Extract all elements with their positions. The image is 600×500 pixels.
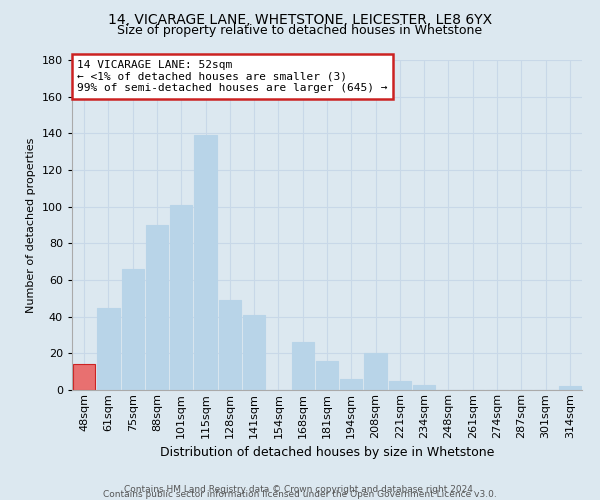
Bar <box>389 381 411 390</box>
Bar <box>122 269 144 390</box>
Bar <box>292 342 314 390</box>
Bar <box>73 364 95 390</box>
Bar <box>413 384 436 390</box>
Text: Contains HM Land Registry data © Crown copyright and database right 2024.: Contains HM Land Registry data © Crown c… <box>124 485 476 494</box>
Bar <box>559 386 581 390</box>
Text: 14, VICARAGE LANE, WHETSTONE, LEICESTER, LE8 6YX: 14, VICARAGE LANE, WHETSTONE, LEICESTER,… <box>108 12 492 26</box>
Bar <box>316 360 338 390</box>
Text: Contains public sector information licensed under the Open Government Licence v3: Contains public sector information licen… <box>103 490 497 499</box>
Text: Size of property relative to detached houses in Whetstone: Size of property relative to detached ho… <box>118 24 482 37</box>
Bar <box>243 315 265 390</box>
Bar <box>364 354 387 390</box>
Bar <box>194 135 217 390</box>
Bar <box>97 308 119 390</box>
Y-axis label: Number of detached properties: Number of detached properties <box>26 138 36 312</box>
Bar <box>146 225 168 390</box>
Bar <box>218 300 241 390</box>
Bar <box>170 205 193 390</box>
Bar <box>340 379 362 390</box>
Text: 14 VICARAGE LANE: 52sqm
← <1% of detached houses are smaller (3)
99% of semi-det: 14 VICARAGE LANE: 52sqm ← <1% of detache… <box>77 60 388 93</box>
X-axis label: Distribution of detached houses by size in Whetstone: Distribution of detached houses by size … <box>160 446 494 459</box>
